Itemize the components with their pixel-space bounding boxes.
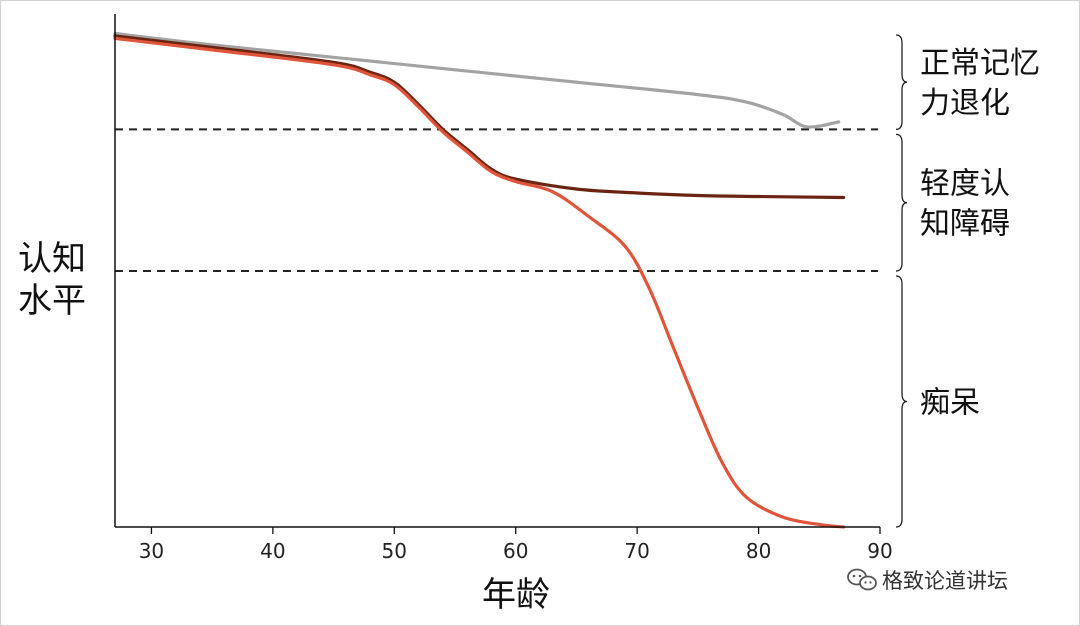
x-tick-label: 90	[867, 539, 892, 563]
watermark-text: 格致论道讲坛	[882, 569, 1008, 593]
x-tick-label: 70	[624, 539, 649, 563]
zone-bracket	[895, 275, 908, 528]
axes: 30 40 50 60 70 80 90	[114, 14, 893, 563]
y-axis-title-line-2: 水平	[18, 281, 86, 321]
zone-label: 痴呆	[920, 386, 980, 421]
x-axis-title: 年龄	[482, 575, 550, 615]
series-line-normal	[113, 31, 841, 129]
zone-label: 轻度认	[920, 167, 1010, 202]
wechat-icon	[847, 568, 877, 591]
watermark: 格致论道讲坛	[847, 568, 1008, 593]
threshold-lines	[115, 128, 878, 273]
y-axis-title-line-1: 认知	[18, 239, 86, 279]
zone-bracket	[895, 133, 908, 272]
zone-label: 正常记忆	[920, 46, 1040, 81]
series-line-dementia	[113, 36, 846, 529]
x-tick-label: 50	[382, 539, 407, 563]
series-line-mci	[113, 34, 846, 200]
series-group	[113, 31, 846, 529]
zone-label: 知障碍	[920, 207, 1010, 242]
zone-label: 力退化	[920, 86, 1010, 121]
x-tick-label: 30	[139, 539, 164, 563]
x-tick-label: 60	[503, 539, 528, 563]
x-tick-label: 80	[746, 539, 771, 563]
zone-bracket	[895, 34, 908, 131]
x-tick-label: 40	[260, 539, 285, 563]
